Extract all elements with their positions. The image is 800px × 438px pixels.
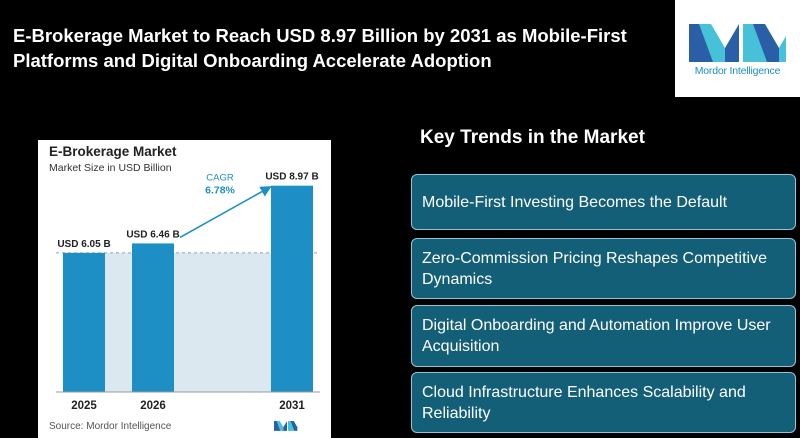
chart-subtitle: Market Size in USD Billion	[49, 162, 172, 174]
value-label-2025: USD 6.05 B	[57, 239, 110, 250]
value-label-2026: USD 6.46 B	[126, 229, 179, 240]
mordor-logo-icon	[689, 24, 786, 62]
trends-heading: Key Trends in the Market	[420, 127, 645, 148]
category-label-2026: 2026	[140, 400, 166, 412]
bar-2031	[271, 185, 313, 392]
category-label-2031: 2031	[279, 400, 305, 412]
trend-item-3: Digital Onboarding and Automation Improv…	[411, 305, 796, 367]
cagr-value: 6.78%	[205, 185, 235, 197]
category-label-2025: 2025	[71, 400, 97, 412]
chart-card: E-Brokerage Market Market Size in USD Bi…	[38, 140, 331, 438]
source-note: Source: Mordor Intelligence	[49, 421, 172, 432]
cagr-arrow	[179, 186, 272, 239]
trend-item-1: Mobile-First Investing Becomes the Defau…	[411, 174, 796, 230]
chart-title: E-Brokerage Market	[49, 144, 177, 159]
bar-chart: USD 6.05 B 2025 USD 6.46 B 2026 USD 8.97 B 20…	[56, 172, 320, 431]
logo-text: Mordor Intelligence	[694, 65, 781, 77]
value-label-2031: USD 8.97 B	[265, 172, 318, 183]
cagr-label: CAGR	[206, 173, 234, 184]
trend-item-4: Cloud Infrastructure Enhances Scalabilit…	[411, 372, 796, 433]
bar-2025	[63, 252, 105, 392]
logo: Mordor Intelligence	[675, 0, 800, 97]
headline: E-Brokerage Market to Reach USD 8.97 Bil…	[13, 25, 627, 71]
bar-2026	[132, 243, 174, 392]
trend-item-2: Zero-Commission Pricing Reshapes Competi…	[411, 238, 796, 299]
mordor-logo-small-icon	[274, 421, 298, 431]
